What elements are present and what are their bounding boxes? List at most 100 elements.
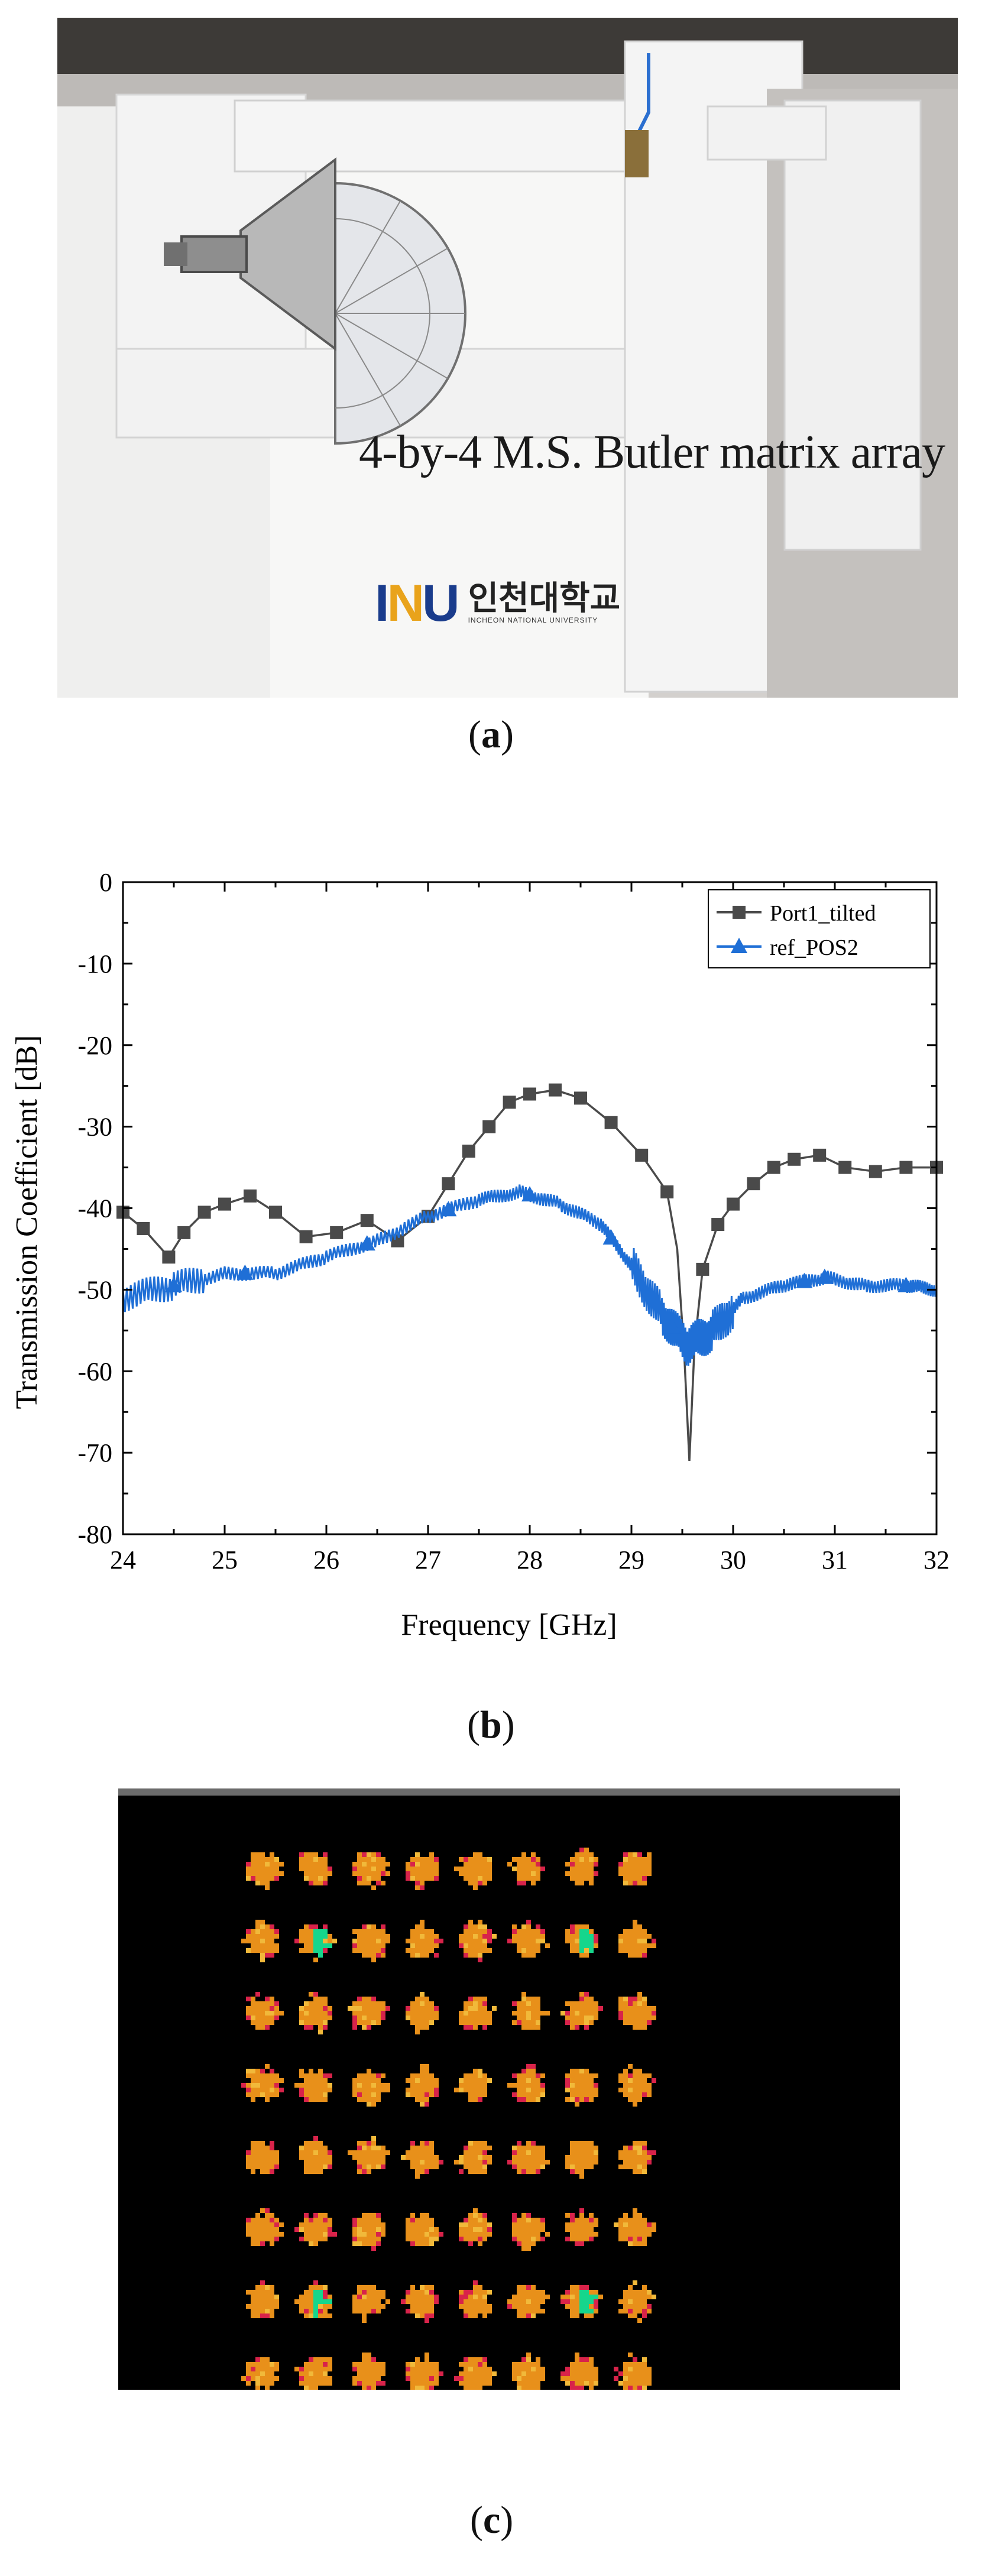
heatmap-element <box>294 2069 332 2102</box>
heatmap-element <box>406 2064 439 2107</box>
port1-marker <box>197 1206 211 1219</box>
heatmap-element <box>246 1852 284 1890</box>
chart-legend: Port1_tilted ref_POS2 <box>708 889 931 968</box>
y-tick-label: -30 <box>77 1113 112 1142</box>
heatmap-element <box>507 2141 550 2174</box>
x-tick-label: 32 <box>924 1545 950 1574</box>
heatmap-element <box>618 1920 656 1958</box>
heatmap-element <box>406 1920 443 1958</box>
port1-marker <box>604 1116 618 1129</box>
port1-marker <box>218 1197 231 1211</box>
port1-marker <box>299 1230 313 1243</box>
heatmap-element <box>459 2280 492 2318</box>
heatmap-element <box>454 1852 492 1890</box>
port1-marker <box>549 1083 562 1097</box>
heatmap-element <box>560 2353 598 2390</box>
plot-frame <box>122 881 938 1535</box>
ref-pos2-marker <box>796 1272 813 1288</box>
port1-marker <box>660 1185 674 1198</box>
port1-marker <box>574 1091 587 1105</box>
ref-pos2-marker <box>663 1318 681 1334</box>
panel-label-c: (c) <box>470 2499 514 2542</box>
logo-english-text: INCHEON NATIONAL UNIVERSITY <box>468 616 598 624</box>
logo-korean-text: 인천대학교 <box>468 579 621 618</box>
legend-box <box>708 889 931 968</box>
y-tick-label: -10 <box>77 950 112 978</box>
heatmap-element <box>352 2069 390 2107</box>
heatmap-element <box>241 1920 279 1962</box>
x-tick-label: 24 <box>110 1545 136 1574</box>
photo-caption: 4-by-4 M.S. Butler matrix array <box>359 426 945 478</box>
series-line-ref_POS2 <box>122 1184 938 1366</box>
heatmap-element <box>459 1920 497 1962</box>
port1-marker <box>869 1165 882 1178</box>
port1-marker <box>523 1087 536 1101</box>
port1-marker <box>503 1096 516 1109</box>
ref-pos2-marker <box>358 1235 375 1251</box>
y-tick-label: -20 <box>77 1031 112 1060</box>
heatmap-element <box>512 2353 545 2390</box>
x-tick-label: 28 <box>517 1545 543 1574</box>
port1-marker <box>696 1262 709 1276</box>
port1-marker <box>747 1177 760 1191</box>
port1-marker <box>269 1206 282 1219</box>
port1-marker <box>788 1152 801 1166</box>
heatmap-element <box>454 2069 492 2102</box>
panel-label-a: (a) <box>468 713 514 756</box>
heatmap-element <box>618 1992 656 2030</box>
ref-pos2-marker <box>440 1201 457 1217</box>
heatmap-element <box>614 2208 656 2246</box>
ref-pos2-marker <box>816 1268 833 1284</box>
x-axis-label: Frequency [GHz] <box>401 1608 617 1642</box>
port1-marker <box>899 1161 913 1174</box>
port1-marker <box>711 1218 725 1232</box>
heatmap-element <box>299 2136 332 2174</box>
heatmap-element <box>560 1992 603 2030</box>
heatmap-element <box>512 2213 550 2251</box>
x-tick-label: 26 <box>313 1545 339 1574</box>
heatmap-element <box>565 2069 598 2107</box>
x-tick-label: 27 <box>415 1545 441 1574</box>
heatmap-element <box>352 2213 385 2251</box>
heatmap-element <box>565 1848 598 1885</box>
heatmap-element <box>512 1992 550 2030</box>
port1-marker <box>137 1221 150 1235</box>
heatmap-element <box>507 2285 550 2318</box>
port1-marker <box>767 1161 780 1174</box>
port1-marker <box>330 1226 344 1239</box>
heatmap-element <box>401 2285 439 2323</box>
heatmap-element <box>352 2353 385 2390</box>
heatmap-element <box>618 2280 656 2323</box>
port1-marker <box>635 1148 649 1162</box>
panel-a-photo: 4-by-4 M.S. Butler matrix array INU 인천대학… <box>57 18 958 698</box>
beam-heatmap <box>118 1788 900 2390</box>
ref-pos2-marker <box>897 1276 915 1292</box>
heatmap-element <box>618 2064 656 2107</box>
heatmap-element <box>406 1852 439 1890</box>
heatmap-element <box>352 1924 390 1962</box>
heatmap-element <box>459 2208 492 2246</box>
port1-marker <box>462 1144 475 1158</box>
legend-triangle-marker <box>731 938 747 953</box>
transmission-chart: 24 25 26 27 28 29 30 31 32 0 -10 -20 -30 -40 -50 -60 -70… <box>10 868 950 1642</box>
port1-marker <box>838 1161 852 1174</box>
heatmap-element <box>294 2213 337 2246</box>
heatmap-element <box>618 1852 652 1885</box>
heatmap-element <box>454 2357 497 2390</box>
inu-logo-mark: INU <box>375 573 460 632</box>
y-tick-label: -80 <box>77 1520 112 1549</box>
heatmap-grid <box>241 1848 656 2390</box>
heatmap-element <box>406 2213 443 2246</box>
heatmap-element <box>459 1997 497 2030</box>
heatmap-element <box>560 2285 603 2318</box>
heatmap-element <box>352 1852 390 1890</box>
heatmap-element <box>246 2208 284 2246</box>
heatmap-element <box>507 1920 550 1958</box>
heatmap-element <box>614 2353 652 2390</box>
port1-marker <box>727 1197 740 1211</box>
heatmap-element <box>618 2141 656 2174</box>
heatmap-top-bar <box>118 1788 900 1796</box>
y-tick-label: -60 <box>77 1357 112 1386</box>
port1-marker <box>360 1214 374 1227</box>
y-tick-label: 0 <box>99 868 112 897</box>
